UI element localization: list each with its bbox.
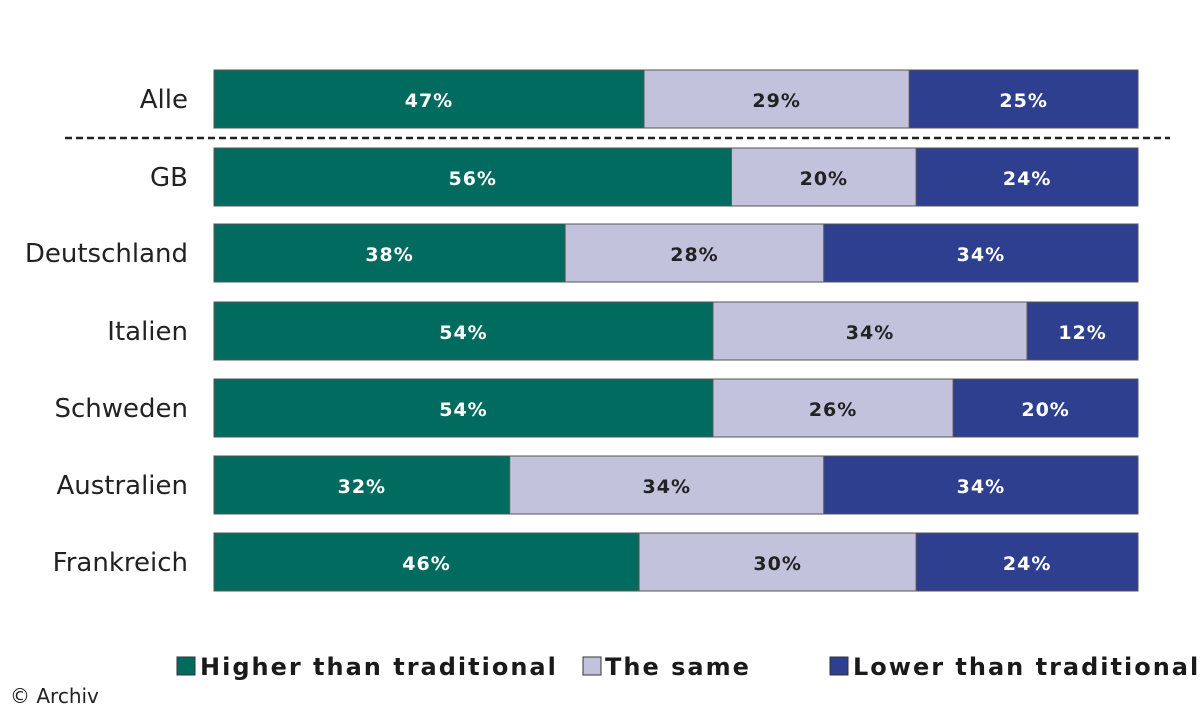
data-label: 34%	[846, 322, 894, 344]
image-credit: © Archiv	[10, 684, 99, 708]
data-label: 54%	[439, 399, 487, 421]
legend: Higher than traditional The same Lower tha…	[176, 653, 1200, 681]
data-label: 38%	[365, 244, 413, 266]
legend-label: Higher than traditional	[200, 653, 558, 681]
category-label: Schweden	[54, 394, 188, 424]
bar-segment	[730, 147, 917, 207]
bar-segment	[213, 301, 714, 361]
category-label: GB	[150, 163, 188, 193]
bar-segment	[823, 223, 1139, 283]
bar-segment	[638, 532, 917, 592]
legend-label: The same	[605, 653, 751, 681]
bar-segment	[712, 378, 954, 438]
category-label: Australien	[56, 471, 188, 501]
bar-segment	[213, 455, 511, 515]
bar-segment	[915, 532, 1139, 592]
bar-segment	[213, 378, 714, 438]
bar-segment	[823, 455, 1139, 515]
data-label: 47%	[405, 90, 453, 112]
data-label: 26%	[809, 399, 857, 421]
data-label: 54%	[439, 322, 487, 344]
data-label: 25%	[999, 90, 1047, 112]
bar-segment	[564, 223, 825, 283]
data-label: 46%	[402, 553, 450, 575]
data-label: 29%	[752, 90, 800, 112]
data-label: 34%	[957, 244, 1005, 266]
bar-segment	[952, 378, 1139, 438]
bar-segment	[643, 69, 910, 129]
bar-segment	[213, 223, 566, 283]
data-label: 28%	[670, 244, 718, 266]
category-label: Italien	[107, 317, 188, 347]
data-label: 24%	[1003, 168, 1051, 190]
data-label: 24%	[1003, 553, 1051, 575]
data-label: 32%	[338, 476, 386, 498]
category-labels: Alle GB Deutschland Italien Schweden Australi…	[25, 85, 188, 578]
bar-segment	[213, 532, 640, 592]
category-label: Deutschland	[25, 239, 188, 269]
bar-segment	[1026, 301, 1139, 361]
data-label: 30%	[753, 553, 801, 575]
data-label: 34%	[643, 476, 691, 498]
bar-segment	[509, 455, 825, 515]
bar-segment	[213, 147, 732, 207]
data-label: 56%	[448, 168, 496, 190]
data-label: 20%	[800, 168, 848, 190]
bars-layer: 47% 29% 25% 56% 20% 24% 38% 28% 34% 54% 34% 12% 54% 2…	[213, 69, 1139, 592]
category-label: Alle	[140, 85, 188, 115]
category-label: Frankreich	[53, 548, 188, 578]
legend-swatch	[829, 656, 849, 676]
bar-segment	[915, 147, 1139, 207]
bar-segment	[213, 69, 645, 129]
legend-swatch	[582, 656, 602, 676]
bar-segment	[908, 69, 1139, 129]
legend-swatch	[176, 656, 196, 676]
data-label: 20%	[1021, 399, 1069, 421]
data-label: 34%	[957, 476, 1005, 498]
legend-label: Lower than traditional	[853, 653, 1200, 681]
data-label: 12%	[1058, 322, 1106, 344]
